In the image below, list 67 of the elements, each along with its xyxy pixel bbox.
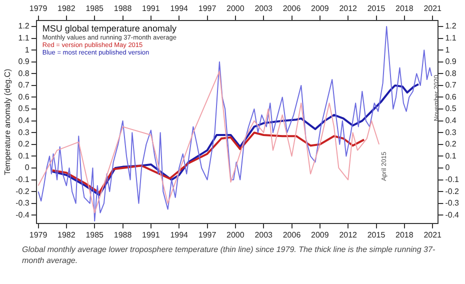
y-tick-label: 0.2 — [18, 140, 30, 149]
y2-tick-label: 0.6 — [445, 92, 457, 102]
x2-tick-label: 1985 — [86, 4, 104, 14]
y2-tick-label: -0.1 — [445, 174, 460, 184]
y-tick-label: 0.5 — [18, 104, 30, 114]
y2-tick-label: 1 — [445, 45, 450, 54]
y-tick-label: 0.1 — [18, 151, 30, 160]
x2-tick-label: 1997 — [198, 4, 217, 14]
text: Global monthly average lower troposphere temperature (thin line) since 1979. The thick line is the simple running 37-month average. — [22, 244, 436, 266]
y-tick-label: 0.8 — [18, 68, 30, 78]
y2-tick-label: 0.9 — [445, 57, 457, 66]
x2-tick-label: 2009 — [311, 4, 330, 14]
y2-tick-label: 0.3 — [445, 128, 457, 137]
y-tick-label: 1.2 — [18, 22, 30, 31]
x-tick-label: 1994 — [170, 230, 189, 240]
x2-tick-label: 1979 — [29, 4, 48, 14]
y-tick-label: 0.6 — [18, 92, 30, 102]
y-tick-label: -0.4 — [16, 210, 30, 220]
x-tick-label: 2012 — [339, 230, 358, 240]
y-tick-label: 0 — [24, 163, 30, 172]
x-tick-label: 2018 — [396, 230, 414, 240]
y2-tick-label: -0.2 — [445, 186, 460, 196]
x2-tick-label: 1982 — [58, 4, 76, 14]
y2-tick-label: 0 — [445, 163, 450, 172]
y-tick-label: -0.2 — [16, 186, 30, 196]
x2-tick-label: 2012 — [339, 4, 358, 14]
y2-tick-label: 0.1 — [445, 151, 457, 160]
x-tick-label: 2006 — [282, 230, 302, 240]
x2-tick-label: 1988 — [114, 4, 132, 14]
y2-tick-label: 1.1 — [445, 33, 457, 42]
y2-tick-label: 0.8 — [445, 68, 457, 78]
x-tick-label: 1982 — [58, 230, 76, 240]
y-tick-label: 1.1 — [18, 33, 30, 42]
x-tick-label: 2000 — [226, 230, 245, 240]
y2-tick-label: -0.3 — [445, 198, 460, 208]
x2-tick-label: 2006 — [282, 4, 302, 14]
y-tick-label: 0.7 — [18, 80, 30, 90]
x2-tick-label: 2021 — [424, 4, 442, 14]
x-tick-label: 2003 — [254, 230, 274, 240]
x2-tick-label: 2018 — [396, 4, 414, 14]
y2-tick-label: 0.5 — [445, 104, 457, 114]
x-tick-label: 1991 — [142, 230, 160, 240]
x2-tick-label: 2003 — [254, 4, 274, 14]
y2-tick-label: -0.4 — [445, 210, 460, 220]
y-tick-label: 1 — [24, 45, 30, 54]
y-tick-label: -0.3 — [16, 198, 30, 208]
y2-tick-label: 1.2 — [445, 22, 457, 31]
x2-tick-label: 2015 — [367, 4, 386, 14]
x-tick-label: 1979 — [29, 230, 48, 240]
x2-tick-label: 2000 — [226, 4, 245, 14]
y-tick-label: -0.1 — [16, 174, 30, 184]
y2-tick-label: 0.7 — [445, 80, 457, 90]
x-tick-label: 1988 — [114, 230, 132, 240]
x2-tick-label: 1994 — [170, 4, 189, 14]
y2-tick-label: 0.2 — [445, 140, 457, 149]
y-tick-label: 0.4 — [18, 116, 30, 126]
y2-tick-label: 0.4 — [445, 116, 457, 126]
y-axis-title: Temperature anomaly (deg.C) — [3, 68, 12, 176]
x-tick-label: 2009 — [311, 230, 330, 240]
x-tick-label: 2021 — [424, 230, 442, 240]
y-tick-label: 0.3 — [18, 128, 30, 137]
x-tick-label: 2015 — [367, 230, 386, 240]
x-tick-label: 1985 — [86, 230, 104, 240]
chart-title: MSU global temperature anomaly — [42, 24, 177, 34]
x2-tick-label: 1991 — [142, 4, 160, 14]
y-tick-label: 0.9 — [18, 57, 30, 66]
x-tick-label: 1997 — [198, 230, 217, 240]
